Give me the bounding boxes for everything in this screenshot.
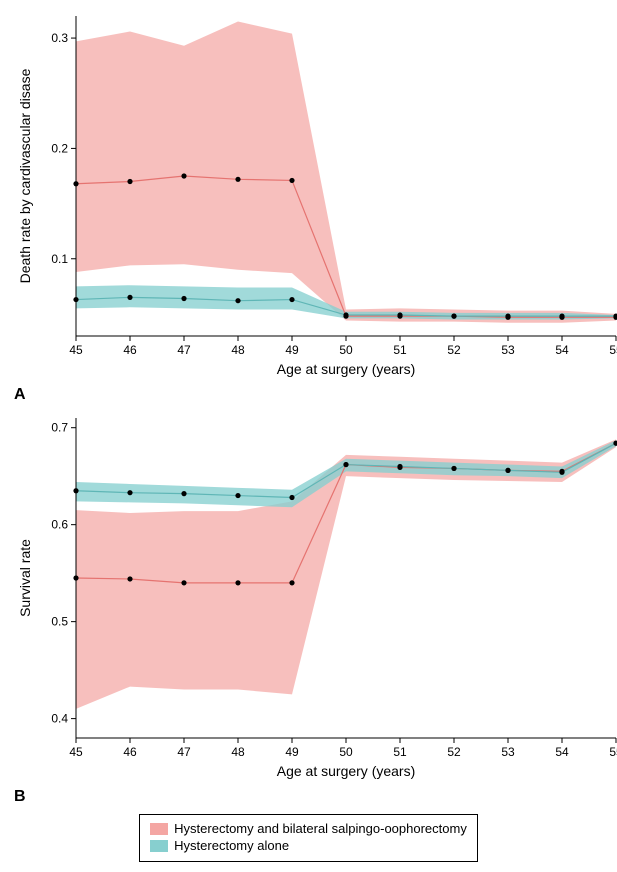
svg-text:53: 53: [501, 343, 515, 357]
svg-text:46: 46: [123, 745, 137, 759]
svg-text:50: 50: [339, 343, 353, 357]
svg-text:52: 52: [447, 343, 461, 357]
svg-text:47: 47: [177, 343, 191, 357]
svg-text:Age at surgery (years): Age at surgery (years): [277, 361, 416, 377]
svg-text:Death rate by cardivascular di: Death rate by cardivascular disase: [17, 68, 33, 283]
legend-label-1: Hysterectomy and bilateral salpingo-ooph…: [174, 821, 467, 838]
svg-text:55: 55: [609, 343, 617, 357]
svg-text:0.7: 0.7: [51, 421, 68, 435]
svg-text:54: 54: [555, 343, 569, 357]
legend: Hysterectomy and bilateral salpingo-ooph…: [139, 814, 478, 862]
svg-text:55: 55: [609, 745, 617, 759]
svg-text:46: 46: [123, 343, 137, 357]
svg-text:Age at surgery (years): Age at surgery (years): [277, 763, 416, 779]
svg-text:49: 49: [285, 745, 299, 759]
svg-text:0.6: 0.6: [51, 518, 68, 532]
svg-text:51: 51: [393, 343, 407, 357]
svg-text:0.4: 0.4: [51, 712, 68, 726]
svg-text:Survival rate: Survival rate: [17, 539, 33, 617]
svg-text:48: 48: [231, 343, 245, 357]
panel-a-label: A: [14, 386, 607, 404]
panel-a-container: 0.10.20.34546474849505152535455Age at su…: [10, 10, 607, 382]
legend-item-2: Hysterectomy alone: [150, 838, 467, 855]
svg-text:51: 51: [393, 745, 407, 759]
svg-text:47: 47: [177, 745, 191, 759]
legend-swatch-1: [150, 823, 168, 835]
svg-text:48: 48: [231, 745, 245, 759]
svg-text:0.2: 0.2: [51, 141, 68, 155]
panel-b-chart: 0.4 0.5 0.6 0.7 45 46 47 48 49 50 51 52 53 54 55 Age at…: [10, 412, 617, 784]
svg-text:49: 49: [285, 343, 299, 357]
svg-text:0.3: 0.3: [51, 31, 68, 45]
svg-text:45: 45: [69, 745, 83, 759]
svg-text:53: 53: [501, 745, 515, 759]
panel-b-container: 0.40.50.60.74546474849505152535455Age at…: [10, 412, 607, 784]
svg-text:0.5: 0.5: [51, 615, 68, 629]
svg-text:52: 52: [447, 745, 461, 759]
panel-a-chart: 0.1 0.2 0.3 45 46 47 48 49 50 51 52 53 54 55 Age at su…: [10, 10, 617, 382]
svg-text:54: 54: [555, 745, 569, 759]
svg-text:50: 50: [339, 745, 353, 759]
legend-item-1: Hysterectomy and bilateral salpingo-ooph…: [150, 821, 467, 838]
panel-b-label: B: [14, 788, 607, 806]
svg-text:0.1: 0.1: [51, 252, 68, 266]
svg-text:45: 45: [69, 343, 83, 357]
legend-label-2: Hysterectomy alone: [174, 838, 289, 855]
